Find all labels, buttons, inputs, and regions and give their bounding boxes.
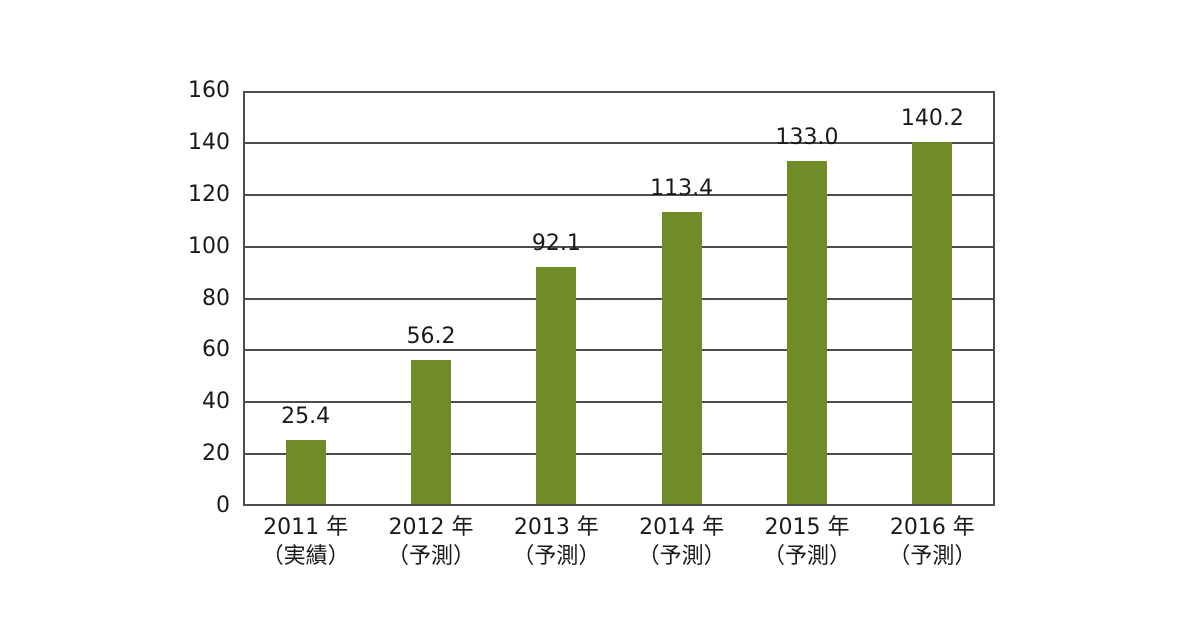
y-tick-label-40: 40 <box>202 389 230 415</box>
y-tick-label-120: 120 <box>188 181 230 207</box>
bar-2011年 <box>285 440 326 506</box>
x-category-note: （予測） <box>386 544 475 569</box>
bar-value-label: 56.2 <box>406 324 456 350</box>
x-category-label: 2014 年 （予測） <box>602 513 762 571</box>
bar-value-label: 140.2 <box>900 106 964 132</box>
x-category-year: 2012 年 <box>388 515 474 540</box>
x-category-label: 2012 年 （予測） <box>351 513 511 571</box>
x-category-label: 2015 年 （予測） <box>727 513 887 571</box>
gridline-40 <box>243 401 995 404</box>
y-tick-label-60: 60 <box>202 337 230 363</box>
x-category-note: （予測） <box>637 544 726 569</box>
x-category-year: 2013 年 <box>513 515 599 540</box>
y-tick-label-140: 140 <box>188 129 230 155</box>
x-category-year: 2016 年 <box>889 515 975 540</box>
gridline-140 <box>243 141 995 144</box>
plot-area <box>243 91 995 506</box>
y-tick-label-100: 100 <box>188 233 230 259</box>
bar-2016年 <box>912 142 953 506</box>
gridline-20 <box>243 453 995 456</box>
x-category-year: 2015 年 <box>764 515 850 540</box>
x-category-note: （予測） <box>512 544 601 569</box>
bar-value-label: 92.1 <box>531 231 581 257</box>
x-category-note: （予測） <box>888 544 977 569</box>
bar-2012年 <box>411 360 451 506</box>
x-category-year: 2011 年 <box>263 515 349 540</box>
y-tick-label-20: 20 <box>202 441 230 467</box>
gridline-60 <box>243 349 995 352</box>
bar-2015年 <box>787 161 827 506</box>
x-category-label: 2016 年 （予測） <box>852 513 1012 571</box>
bar-2013年 <box>536 267 577 506</box>
x-category-note: （予測） <box>762 544 851 569</box>
bar-value-label: 25.4 <box>281 404 331 430</box>
x-category-note: （実績） <box>261 544 350 569</box>
x-category-year: 2014 年 <box>639 515 725 540</box>
y-tick-label-80: 80 <box>202 285 230 311</box>
y-tick-label-0: 0 <box>216 493 230 518</box>
gridline-80 <box>243 297 995 300</box>
gridline-100 <box>243 245 995 248</box>
bar-2014年 <box>661 211 702 506</box>
bar-value-label: 133.0 <box>775 125 839 151</box>
y-tick-label-160: 160 <box>188 78 230 103</box>
x-category-label: 2013 年 （予測） <box>476 513 636 571</box>
gridline-120 <box>243 193 995 196</box>
x-category-label: 2011 年 （実績） <box>226 513 386 571</box>
bar-value-label: 113.4 <box>650 175 714 201</box>
